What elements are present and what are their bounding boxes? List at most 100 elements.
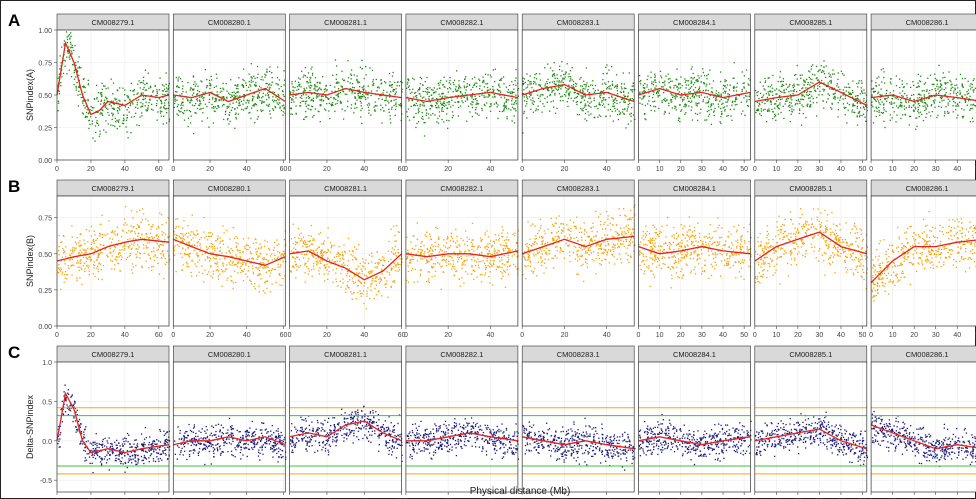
snp-point (684, 113, 686, 115)
snp-point (312, 99, 314, 102)
snp-point (710, 91, 713, 93)
snp-point (319, 104, 321, 106)
snp-point (66, 274, 69, 276)
snp-point (687, 100, 690, 103)
x-tick-label: 50 (859, 166, 867, 173)
snp-point (324, 88, 327, 90)
snp-point (757, 105, 760, 107)
snp-point (174, 100, 176, 102)
snp-point (807, 94, 810, 97)
snp-point (759, 113, 761, 115)
snp-point (495, 101, 497, 104)
snp-point (937, 88, 939, 90)
snp-point (343, 79, 345, 82)
snp-point (97, 256, 100, 259)
snp-point (505, 106, 507, 108)
snp-point (957, 91, 959, 94)
snp-point (466, 97, 468, 100)
snp-point (178, 245, 180, 248)
snp-point (646, 84, 648, 86)
x-tick-label: 40 (719, 166, 727, 173)
snp-point (370, 94, 372, 97)
snp-point (192, 89, 194, 91)
snp-point (157, 248, 160, 251)
snp-point (118, 99, 120, 101)
snp-point (189, 102, 191, 104)
snp-point (651, 81, 653, 83)
snp-point (122, 117, 125, 119)
snp-point (489, 74, 492, 76)
snp-point (219, 273, 221, 275)
snp-point (551, 88, 553, 90)
snp-point (812, 97, 814, 100)
snp-point (676, 68, 678, 70)
snp-point (145, 233, 148, 235)
snp-point (376, 276, 378, 278)
snp-point (344, 251, 346, 253)
snp-point (181, 88, 184, 90)
snp-point (164, 99, 166, 102)
snp-point (589, 102, 591, 104)
snp-point (205, 86, 208, 89)
snp-point (325, 90, 327, 92)
snp-point (214, 100, 216, 103)
snp-point (937, 114, 939, 116)
snp-point (208, 79, 211, 82)
snp-point (291, 97, 293, 100)
snp-point (883, 120, 885, 122)
snp-point (111, 230, 114, 232)
snp-point (663, 113, 665, 115)
snp-point (303, 74, 305, 76)
snp-point (904, 99, 907, 101)
snp-point (215, 85, 217, 87)
snp-point (163, 88, 166, 90)
snp-point (431, 105, 433, 108)
snp-point (392, 261, 394, 264)
snp-point (155, 234, 157, 236)
snp-point (594, 106, 596, 108)
snp-point (644, 112, 646, 115)
snp-point (639, 92, 641, 95)
snp-point (618, 113, 621, 115)
snp-point (94, 264, 96, 267)
snp-point (551, 90, 554, 92)
snp-point (642, 95, 644, 97)
snp-point (793, 109, 795, 111)
snp-point (320, 252, 322, 255)
snp-point (239, 249, 241, 252)
snp-point (252, 80, 254, 83)
snp-point (695, 79, 698, 81)
snp-point (740, 101, 742, 103)
snp-point (957, 114, 959, 116)
snp-point (263, 262, 265, 265)
snp-point (299, 265, 302, 267)
snp-point (646, 86, 648, 88)
snp-point (767, 85, 769, 88)
snp-point (693, 95, 695, 98)
snp-point (802, 112, 804, 115)
snp-point (266, 287, 268, 289)
snp-point (785, 98, 788, 101)
snp-point (914, 106, 916, 109)
snp-point (83, 100, 85, 102)
x-tick-label: 40 (837, 166, 845, 173)
snp-point (112, 113, 114, 115)
snp-point (725, 101, 727, 103)
snp-point (539, 84, 541, 86)
snp-point (580, 76, 582, 79)
snp-point (101, 112, 103, 115)
snp-point (316, 253, 319, 255)
snp-point (256, 97, 259, 100)
snp-point (360, 109, 362, 112)
snp-point (597, 107, 599, 110)
snp-point (175, 240, 177, 242)
facet-strip-label: CM008281.1 (324, 184, 367, 193)
snp-point (63, 235, 65, 237)
snp-point (255, 266, 258, 269)
snp-point (452, 90, 454, 93)
snp-point (163, 277, 165, 280)
snp-point (474, 95, 476, 97)
snp-point (709, 83, 711, 85)
snp-point (300, 237, 303, 240)
snp-point (541, 111, 543, 113)
